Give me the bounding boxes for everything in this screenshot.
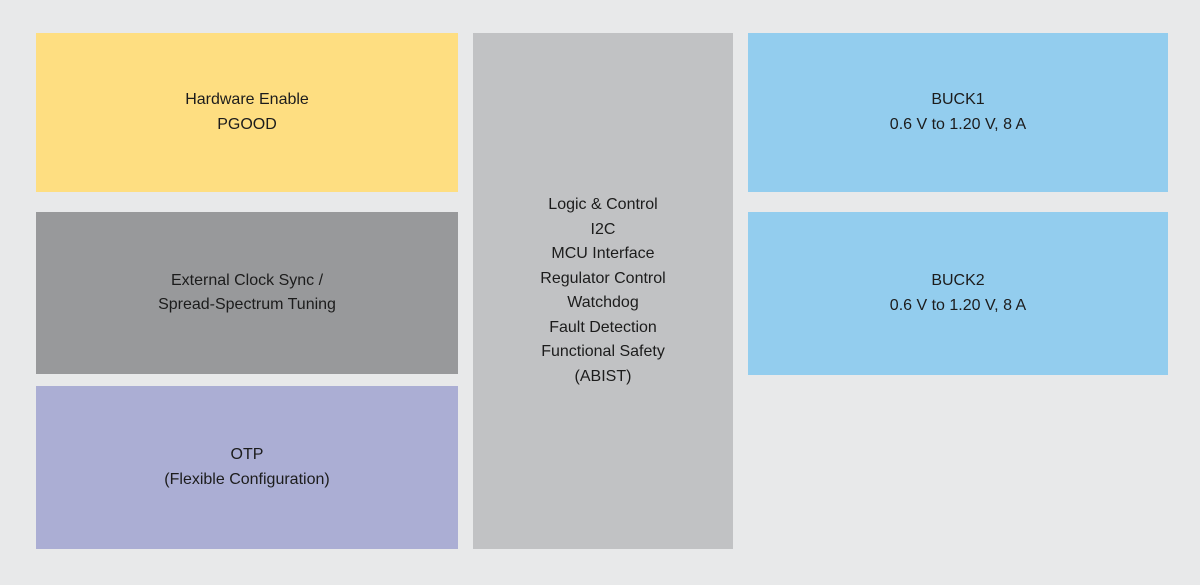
block-label-line: Fault Detection [549, 318, 657, 336]
block-label-line: Watchdog [567, 294, 639, 311]
block-label-line: BUCK2 [931, 272, 985, 289]
block-label-line: Logic & Control [548, 196, 658, 213]
block-label-line: 0.6 V to 1.20 V, 8 A [889, 296, 1027, 314]
block-otp: OTP (Flexible Configuration) [36, 386, 458, 549]
block-label-line: (Flexible Configuration) [164, 470, 330, 488]
block-label-line: I2C [590, 220, 616, 238]
block-label-line: BUCK1 [931, 91, 985, 108]
block-label-line: 0.6 V to 1.20 V, 8 A [889, 115, 1027, 133]
block-label-line: PGOOD [217, 115, 277, 133]
block-label-line: OTP [230, 446, 264, 463]
block-label-line: Spread-Spectrum Tuning [158, 296, 336, 313]
block-hardware-enable-pgood: Hardware Enable PGOOD [36, 33, 458, 192]
block-label-line: Regulator Control [540, 269, 666, 287]
block-label-line: (ABIST) [574, 367, 632, 385]
block-label-line: External Clock Sync / [170, 271, 324, 289]
block-buck2-regulator: BUCK2 0.6 V to 1.20 V, 8 A [748, 212, 1168, 375]
block-label-line: Functional Safety [541, 343, 665, 360]
block-external-clock-sync: External Clock Sync / Spread-Spectrum Tu… [36, 212, 458, 374]
block-logic-and-control: Logic & Control I2C MCU Interface Regula… [473, 33, 733, 549]
block-label-line: MCU Interface [551, 245, 655, 262]
block-label-line: Hardware Enable [185, 91, 309, 108]
block-buck1-regulator: BUCK1 0.6 V to 1.20 V, 8 A [748, 33, 1168, 192]
